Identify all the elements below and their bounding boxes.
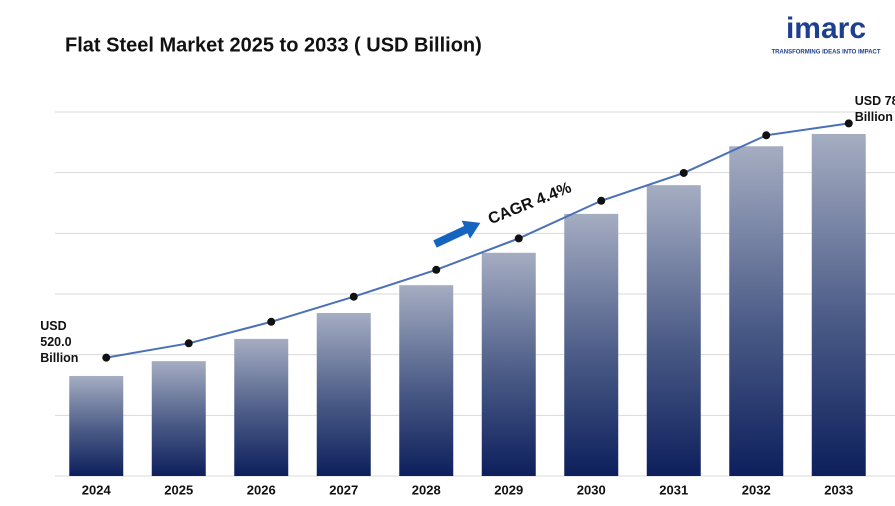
x-tick-label: 2024 xyxy=(82,482,112,497)
trend-point xyxy=(267,317,276,326)
trend-point xyxy=(349,292,358,301)
cagr-annotation: CAGR 4.4% xyxy=(486,179,574,228)
trend-point xyxy=(679,168,688,177)
trend-line xyxy=(106,122,849,359)
logo-name: imarc xyxy=(786,12,866,45)
x-tick-label: 2030 xyxy=(577,482,606,497)
trend-point xyxy=(184,339,193,348)
x-tick-label: 2025 xyxy=(164,482,193,497)
trend-point xyxy=(102,353,111,362)
trend-point xyxy=(432,265,441,274)
x-tick-label: 2029 xyxy=(494,482,523,497)
bar xyxy=(729,146,784,476)
x-tick-label: 2028 xyxy=(412,482,441,497)
x-tick-label: 2032 xyxy=(742,482,771,497)
bar xyxy=(69,375,124,476)
cagr-arrow xyxy=(433,220,481,248)
bar xyxy=(399,285,454,476)
trend-point xyxy=(762,131,771,140)
trend-point xyxy=(844,119,853,128)
x-tick-label: 2026 xyxy=(247,482,276,497)
bar xyxy=(811,133,866,476)
trend-point xyxy=(597,196,606,205)
bar xyxy=(316,312,371,476)
trend-point xyxy=(514,234,523,243)
bars: 2024 2025 2026 2027 2028 2029 2030 2031 2032 2033 xyxy=(69,133,866,497)
x-tick-label: 2033 xyxy=(824,482,853,497)
chart-title: Flat Steel Market 2025 to 2033 ( USD Bil… xyxy=(65,34,482,56)
bar xyxy=(564,213,619,477)
value-label: USD 520.0 Billion xyxy=(40,318,79,365)
bar xyxy=(646,185,701,477)
arrow-head xyxy=(461,220,481,239)
line-layer xyxy=(102,119,853,362)
bar xyxy=(481,252,536,476)
arrow-shaft xyxy=(433,225,470,248)
x-tick-label: 2031 xyxy=(659,482,688,497)
x-tick-label: 2027 xyxy=(329,482,358,497)
bar xyxy=(151,361,206,476)
logo-tagline: TRANSFORMING IDEAS INTO IMPACT xyxy=(771,50,880,56)
value-label: USD 781.3 Billion xyxy=(854,94,895,125)
bar xyxy=(234,338,289,476)
